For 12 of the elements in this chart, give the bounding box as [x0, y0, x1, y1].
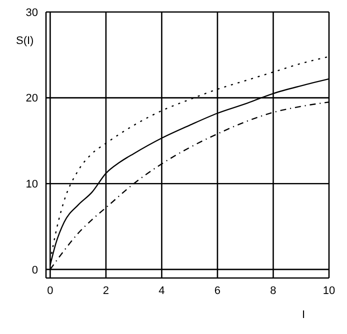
x-tick-label: 0: [47, 284, 54, 297]
y-tick-label: 10: [26, 178, 38, 191]
y-axis-title: S(I): [16, 34, 34, 47]
x-tick-label: 10: [322, 284, 336, 297]
x-tick-label: 4: [158, 284, 165, 297]
y-tick-label: 30: [26, 6, 38, 19]
x-tick-label: 6: [214, 284, 221, 297]
x-tick-label: 2: [102, 284, 110, 297]
y-tick-label: 0: [32, 264, 38, 276]
x-tick-label: 8: [270, 284, 276, 297]
y-tick-label: 20: [26, 92, 38, 105]
x-axis-title: I: [302, 309, 305, 321]
